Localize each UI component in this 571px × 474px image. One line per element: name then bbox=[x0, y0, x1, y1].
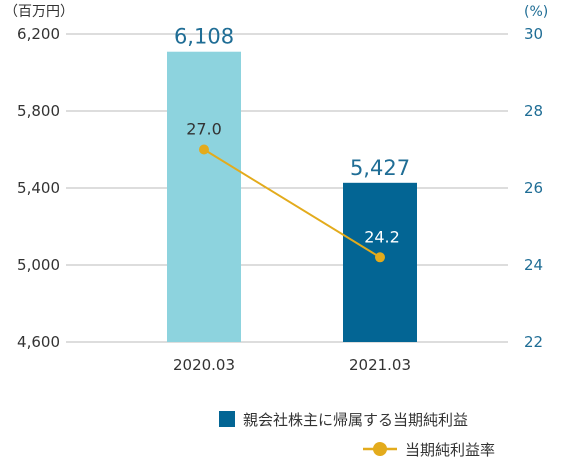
right-axis-unit: (%) bbox=[524, 4, 548, 20]
line-point bbox=[199, 144, 209, 155]
line-point bbox=[375, 252, 385, 263]
legend-item-bar: 親会社株主に帰属する当期純利益 bbox=[219, 411, 468, 429]
legend: 親会社株主に帰属する当期純利益 当期純利益率 bbox=[219, 411, 495, 459]
line-value-label: 27.0 bbox=[186, 120, 222, 139]
line-layer: 27.0 24.2 bbox=[186, 120, 400, 263]
right-tick-label: 30 bbox=[524, 25, 543, 43]
legend-marker-swatch bbox=[373, 442, 387, 456]
bar bbox=[167, 51, 241, 343]
right-y-axis: (%) 22 24 26 28 30 bbox=[524, 4, 548, 351]
category-axis: 2020.03 2021.03 bbox=[173, 356, 411, 374]
left-y-axis: （百万円） 4,600 5,000 5,400 5,800 6,200 bbox=[4, 4, 74, 351]
bar-value-label: 5,427 bbox=[350, 156, 410, 180]
right-tick-label: 24 bbox=[524, 256, 543, 274]
left-tick-label: 6,200 bbox=[17, 25, 60, 43]
legend-item-line: 当期純利益率 bbox=[363, 441, 495, 459]
left-tick-label: 4,600 bbox=[17, 333, 60, 351]
category-label: 2021.03 bbox=[349, 356, 411, 374]
bar-value-label: 6,108 bbox=[174, 25, 234, 49]
left-axis-unit: （百万円） bbox=[4, 4, 74, 20]
line-value-label: 24.2 bbox=[364, 227, 400, 246]
left-tick-label: 5,400 bbox=[17, 179, 60, 197]
right-tick-label: 26 bbox=[524, 179, 543, 197]
bar bbox=[343, 182, 417, 342]
legend-label-line: 当期純利益率 bbox=[405, 441, 495, 459]
category-label: 2020.03 bbox=[173, 356, 235, 374]
legend-swatch-bar bbox=[219, 411, 235, 427]
series-line bbox=[203, 148, 381, 259]
right-tick-label: 22 bbox=[524, 333, 543, 351]
bars-layer: 6,108 5,427 bbox=[167, 25, 417, 343]
right-tick-label: 28 bbox=[524, 102, 543, 120]
legend-label-bar: 親会社株主に帰属する当期純利益 bbox=[243, 411, 468, 429]
left-tick-label: 5,800 bbox=[17, 102, 60, 120]
left-tick-label: 5,000 bbox=[17, 256, 60, 274]
grid-layer bbox=[66, 33, 508, 343]
